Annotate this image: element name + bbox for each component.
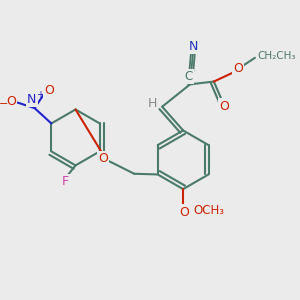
Text: C: C [184, 70, 193, 83]
Text: H: H [148, 98, 157, 110]
Text: O: O [98, 152, 108, 165]
Text: F: F [62, 175, 69, 188]
Text: CH: CH [191, 207, 206, 217]
Text: OCH₃: OCH₃ [193, 204, 224, 218]
Text: O: O [233, 62, 243, 76]
Text: O: O [180, 206, 190, 218]
Text: O: O [44, 84, 54, 97]
Text: −: − [0, 99, 8, 109]
Text: O: O [6, 94, 16, 108]
Text: CH₂CH₃: CH₂CH₃ [257, 51, 296, 62]
Text: O: O [220, 100, 230, 112]
Text: 3: 3 [208, 210, 214, 219]
Text: N: N [27, 93, 37, 106]
Text: N: N [189, 40, 198, 53]
Text: +: + [36, 90, 43, 100]
